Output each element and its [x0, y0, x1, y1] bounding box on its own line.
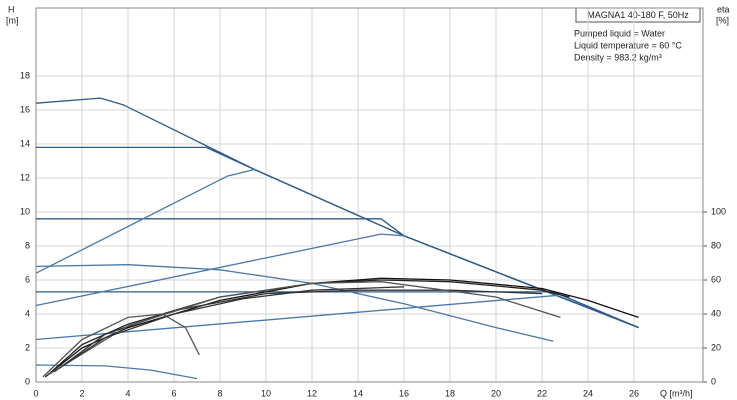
efficiency-curve [54, 289, 543, 373]
x-tick-label: 8 [217, 388, 222, 398]
y-tick-label: 2 [25, 342, 30, 352]
x-tick-label: 0 [33, 388, 38, 398]
y-label: H [8, 4, 15, 14]
y-tick-label: 8 [25, 240, 30, 250]
y2-tick-label: 0 [711, 376, 716, 386]
plot-frame [35, 7, 704, 383]
y2-tick-label: 100 [711, 206, 726, 216]
y-tick-label: 18 [20, 70, 30, 80]
efficiency-curve [42, 313, 200, 378]
x-tick-label: 20 [491, 388, 501, 398]
head-curve [35, 233, 405, 307]
x-tick-label: 16 [399, 388, 409, 398]
x-tick-label: 4 [125, 388, 130, 398]
y-tick-label: 16 [20, 104, 30, 114]
x-tick-label: 26 [629, 388, 639, 398]
efficiency-curve [47, 281, 561, 376]
head-curve [35, 168, 255, 274]
y-tick-label: 6 [25, 274, 30, 284]
y-tick-label: 14 [20, 138, 30, 148]
x-label: Q [m³/h] [660, 388, 693, 398]
x-tick-label: 6 [171, 388, 176, 398]
y2-label: eta [717, 4, 730, 14]
y2-tick-label: 40 [711, 308, 721, 318]
y-tick-label: 12 [20, 172, 30, 182]
y-tick-label: 10 [20, 206, 30, 216]
y2-label-unit: [%] [716, 15, 729, 25]
y2-tick-label: 60 [711, 274, 721, 284]
x-tick-label: 2 [79, 388, 84, 398]
x-tick-label: 14 [353, 388, 363, 398]
head-curve [36, 218, 639, 329]
annotation: Density = 983.2 kg/m³ [574, 52, 662, 62]
y-tick-label: 4 [25, 308, 30, 318]
x-tick-label: 24 [583, 388, 593, 398]
annotation: Liquid temperature = 60 °C [574, 40, 682, 50]
efficiency-curve [58, 286, 405, 369]
chart-title: MAGNA1 40-180 F, 50Hz [587, 10, 689, 20]
y2-tick-label: 20 [711, 342, 721, 352]
y2-tick-label: 80 [711, 240, 721, 250]
annotation: Pumped liquid = Water [574, 28, 665, 38]
y-tick-label: 0 [25, 376, 30, 386]
head-curve [35, 364, 198, 380]
x-tick-label: 22 [537, 388, 547, 398]
x-tick-label: 18 [445, 388, 455, 398]
y-label-unit: [m] [6, 15, 19, 25]
x-tick-label: 12 [307, 388, 317, 398]
x-tick-label: 10 [261, 388, 271, 398]
